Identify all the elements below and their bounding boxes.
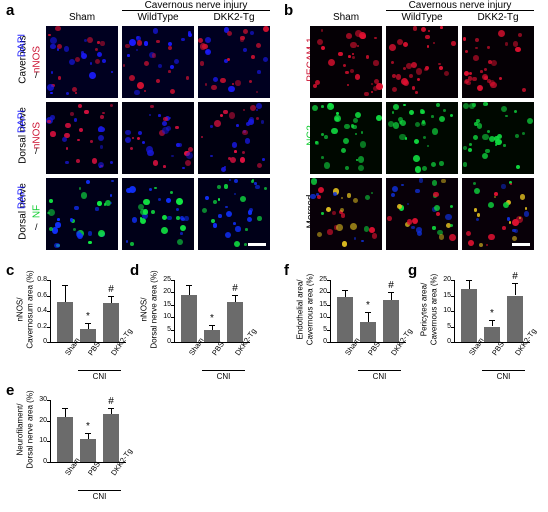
panel-g-letter: g <box>408 262 417 279</box>
micrograph <box>46 26 118 98</box>
micrograph <box>310 102 382 174</box>
micrograph <box>462 26 534 98</box>
heading-sham-a: Sham <box>46 12 118 23</box>
micrograph <box>46 102 118 174</box>
panel-f-letter: f <box>284 262 289 279</box>
panel-a-letter: a <box>6 2 14 19</box>
a-row1-stain: nNOS <box>32 25 43 95</box>
micrograph <box>122 26 194 98</box>
a-row3-slash: / <box>35 222 38 232</box>
micrograph <box>386 26 458 98</box>
micrograph <box>122 102 194 174</box>
micrograph <box>198 26 270 98</box>
micrograph <box>386 102 458 174</box>
chart-g: 05101520Sham*PBS#DKK2-TgCNIPericytes are… <box>424 272 532 376</box>
a-row3-stain: NF <box>32 177 43 247</box>
scale-bar <box>248 243 266 246</box>
panel-b-letter: b <box>284 2 293 19</box>
heading-tg-a: DKK2-Tg <box>198 12 270 23</box>
micrograph <box>122 178 194 250</box>
scale-bar <box>512 243 530 246</box>
a-row1-slash: / <box>35 70 38 80</box>
micrograph <box>198 178 270 250</box>
panel-d-letter: d <box>130 262 139 279</box>
chart-e: 0102030Sham*PBS#DKK2-TgCNINeurofilament/… <box>20 392 128 496</box>
heading-cni-a: Cavernous nerve injury <box>122 0 270 11</box>
a-row2-stain: nNOS <box>32 101 43 171</box>
chart-d: 0510152025Sham*PBS#DKK2-TgCNInNOS/Dorsal… <box>144 272 252 376</box>
panel-e-letter: e <box>6 382 14 399</box>
figure-root: a b c d e f g Sham Cavernous nerve injur… <box>0 0 548 512</box>
heading-sham-b: Sham <box>310 12 382 23</box>
a-row2-slash: / <box>35 146 38 156</box>
heading-wt-a: WildType <box>122 12 194 23</box>
panel-c-letter: c <box>6 262 14 279</box>
micrograph <box>386 178 458 250</box>
micrograph <box>46 178 118 250</box>
a-row1-dapi: DAPI <box>17 26 28 66</box>
heading-tg-b: DKK2-Tg <box>462 12 534 23</box>
micrograph <box>310 26 382 98</box>
a-row3-dapi: DAPI <box>17 178 28 218</box>
heading-cni-b: Cavernous nerve injury <box>386 0 534 11</box>
a-row2-dapi: DAPI <box>17 102 28 142</box>
micrograph <box>462 102 534 174</box>
chart-f: 0510152025Sham*PBS#DKK2-TgCNIEndothelial… <box>300 272 408 376</box>
heading-wt-b: WildType <box>386 12 458 23</box>
micrograph <box>310 178 382 250</box>
micrograph <box>462 178 534 250</box>
chart-c: 00.20.40.60.8Sham*PBS#DKK2-TgCNInNOS/Cav… <box>20 272 128 376</box>
micrograph <box>198 102 270 174</box>
